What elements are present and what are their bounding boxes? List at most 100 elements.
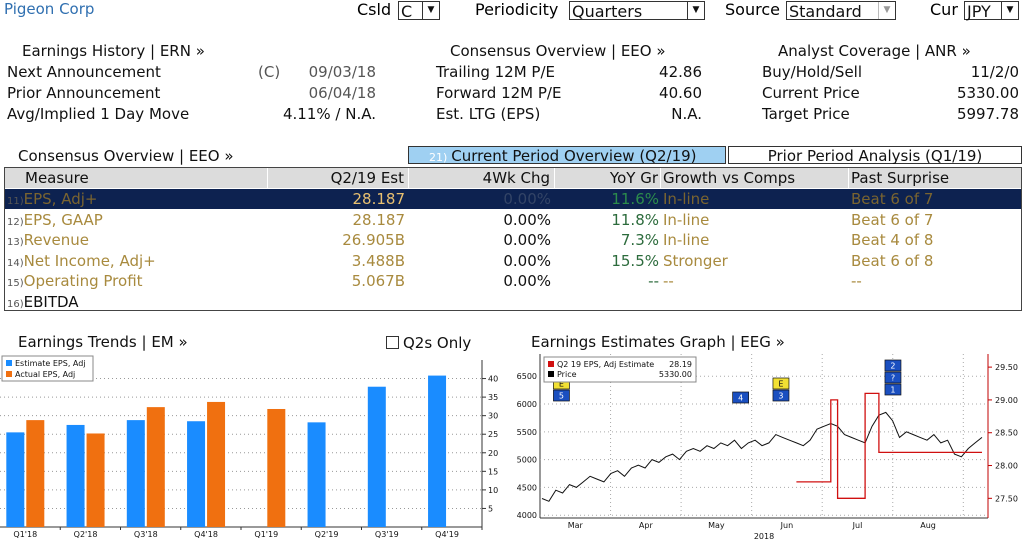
event-marker-label: E (778, 380, 783, 389)
csld-value: C (401, 2, 413, 21)
source-label: Source (725, 0, 780, 19)
event-marker-label: 5 (559, 392, 564, 401)
source-select[interactable]: Standard ▼ (786, 1, 896, 21)
bar (6, 432, 25, 527)
consensus-table: Measure Q2/19 Est 4Wk Chg YoY Gr Growth … (4, 167, 1022, 311)
cell-comps: In-line (663, 210, 710, 229)
csld-select[interactable]: C ▼ (398, 1, 440, 21)
forward-pe-value: 40.60 (659, 84, 702, 102)
csld-label: Csld (357, 0, 392, 19)
y-left-tick-label: 5000 (517, 456, 537, 465)
table-row[interactable]: 11)EPS, Adj+ 28.187 0.00% 11.6% In-line Beat … (5, 189, 1021, 209)
chevron-down-icon[interactable]: ▼ (687, 2, 704, 19)
legend-swatch (548, 371, 554, 377)
chevron-down-icon[interactable]: ▼ (878, 2, 895, 19)
y-tick-label: 25 (488, 430, 498, 439)
y-tick-label: 20 (488, 449, 498, 458)
periodicity-label: Periodicity (475, 0, 559, 19)
cell-surprise: Beat 6 of 8 (851, 251, 934, 270)
table-row[interactable]: 15)Operating Profit 5.067B 0.00% -- -- -- (5, 271, 1021, 291)
event-marker (772, 389, 790, 402)
earnings-trends-chart: 5 10 15 20 25 30 35 40 Q1'18 Q2'18 Q3'18 Q4'18 Q1'19… (0, 355, 498, 539)
y-tick-label: 30 (488, 412, 498, 421)
earnings-trends-title[interactable]: Earnings Trends | EM » (18, 333, 188, 351)
cell-yoy: 11.6% (611, 190, 659, 208)
col-header-est[interactable]: Q2/19 Est (268, 168, 409, 188)
cur-label: Cur (930, 0, 958, 19)
col-header-measure[interactable]: Measure (5, 168, 268, 188)
chevron-down-icon[interactable]: ▼ (422, 2, 439, 19)
x-tick-label: Q1'19 (254, 530, 278, 539)
table-row[interactable]: 16)EBITDA (5, 292, 1021, 312)
bar (86, 433, 105, 527)
y-left-tick-label: 4000 (517, 511, 537, 520)
consensus-overview-title[interactable]: Consensus Overview | EEO » (450, 42, 666, 60)
checkbox-icon[interactable] (386, 336, 399, 349)
tab-current-period[interactable]: 21) Current Period Overview (Q2/19) (408, 146, 726, 165)
event-marker-label: 1 (890, 386, 895, 395)
row-number: 13) (7, 237, 24, 248)
x-tick-label: Q3'19 (375, 530, 399, 539)
col-header-4wk[interactable]: 4Wk Chg (409, 168, 555, 188)
periodicity-select[interactable]: Quarters ▼ (569, 1, 705, 21)
forward-pe-label: Forward 12M P/E (436, 84, 562, 102)
legend-label: Actual EPS, Adj (15, 370, 75, 379)
chevron-down-icon[interactable]: ▼ (1001, 2, 1018, 19)
earnings-history-title[interactable]: Earnings History | ERN » (22, 42, 205, 60)
event-marker-label: 3 (778, 392, 783, 401)
col-header-surprise[interactable]: Past Surprise (849, 168, 1021, 188)
row-number: 12) (7, 216, 24, 228)
tab-prior-period[interactable]: Prior Period Analysis (Q1/19) (728, 146, 1022, 165)
legend-label: Price (557, 370, 577, 379)
y-right-tick-label: 28.50 (995, 429, 1018, 438)
event-marker (772, 377, 790, 390)
x-tick-label: Jun (780, 521, 794, 530)
tab-number: 21) (429, 151, 448, 164)
legend-label: Q2 19 EPS, Adj Estimate (557, 360, 654, 369)
table-row[interactable]: 12)EPS, GAAP 28.187 0.00% 11.8% In-line Beat … (5, 210, 1021, 230)
current-price-label: Current Price (762, 84, 860, 102)
cell-yoy: 11.8% (611, 210, 659, 229)
event-marker-label: 4 (738, 394, 743, 403)
ltg-value: N.A. (671, 105, 702, 123)
row-number: 15) (7, 278, 24, 289)
measure-label: EPS, Adj+ (23, 190, 98, 208)
bar (187, 421, 206, 527)
legend-swatch (6, 371, 12, 377)
event-marker (884, 371, 902, 384)
table-row[interactable]: 14)Net Income, Adj+ 3.488B 0.00% 15.5% Stron… (5, 251, 1021, 271)
ltg-label: Est. LTG (EPS) (436, 105, 541, 123)
event-marker (884, 383, 902, 396)
prior-announcement-value: 06/04/18 (308, 84, 376, 102)
row-number: 14) (7, 257, 24, 269)
bar (367, 386, 386, 527)
buy-hold-sell-label: Buy/Hold/Sell (762, 63, 863, 81)
y-right-tick-label: 29.50 (995, 363, 1018, 372)
row-number: 11) (7, 196, 24, 207)
measure-label: EBITDA (23, 292, 79, 311)
analyst-coverage-title[interactable]: Analyst Coverage | ANR » (778, 42, 971, 60)
measure-label: Revenue (23, 231, 89, 249)
x-tick-label: Apr (639, 521, 654, 530)
cell-measure: 14)Net Income, Adj+ (5, 251, 268, 271)
currency-value: JPY (967, 2, 991, 21)
q2s-only-checkbox[interactable]: Q2s Only (386, 334, 471, 352)
q2s-only-label: Q2s Only (403, 334, 472, 352)
cell-est: 28.187 (352, 190, 406, 208)
cell-surprise: Beat 6 of 7 (851, 190, 934, 208)
cell-chg: 0.00% (503, 251, 551, 270)
cell-chg: 0.00% (503, 210, 551, 229)
prior-announcement-label: Prior Announcement (7, 84, 161, 102)
bar (267, 408, 286, 527)
estimates-graph-title[interactable]: Earnings Estimates Graph | EEG » (531, 333, 785, 351)
cell-comps: Stronger (663, 251, 728, 270)
currency-select[interactable]: JPY ▼ (964, 1, 1019, 21)
security-title: Pigeon Corp (4, 0, 95, 18)
x-tick-label: Q2'18 (74, 530, 98, 539)
table-section-title[interactable]: Consensus Overview | EEO » (18, 147, 234, 165)
table-row[interactable]: 13)Revenue 26.905B 0.00% 7.3% In-line Beat 4 … (5, 230, 1021, 250)
legend-swatch (548, 361, 554, 367)
legend-value: 28.19 (669, 360, 692, 369)
col-header-comps[interactable]: Growth vs Comps (661, 168, 849, 188)
col-header-yoy[interactable]: YoY Gr (555, 168, 661, 188)
